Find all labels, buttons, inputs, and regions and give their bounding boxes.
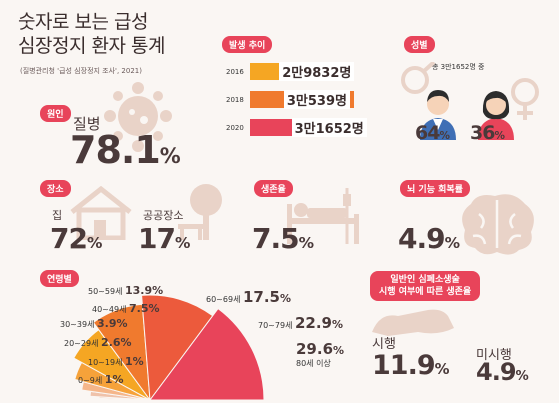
- place-home-percent: 72%: [50, 222, 102, 255]
- brain-label: 뇌 기능 회복률: [400, 180, 470, 197]
- occurrence-row: 2020 3만1652명: [226, 118, 396, 138]
- cpr-done-name: 시행: [372, 337, 396, 352]
- place-home-name: 집: [52, 209, 63, 222]
- place-public-name: 공공장소: [143, 209, 184, 222]
- female-percent: 36%: [470, 122, 505, 144]
- occurrence-row: 2016 2만9832명: [226, 62, 396, 82]
- page-title: 숫자로 보는 급성 심장정지 환자 통계: [18, 11, 165, 57]
- female-person-icon: [478, 91, 514, 140]
- gender-label: 성별: [404, 36, 435, 53]
- hospital-bed-icon: [287, 188, 359, 244]
- tree-bench-icon: [178, 184, 222, 240]
- brain-icon: [462, 194, 534, 255]
- hands-cpr-icon: [372, 309, 454, 336]
- survival-percent: 7.5%: [252, 222, 314, 255]
- male-person-icon: [420, 90, 456, 140]
- male-percent: 64%: [415, 122, 450, 144]
- age-label: 연령별: [40, 270, 79, 287]
- brain-percent: 4.9%: [398, 222, 460, 255]
- occurrence-value: 3만539명: [283, 90, 350, 109]
- virus-icon: [104, 82, 172, 152]
- occurrence-year: 2018: [226, 96, 244, 104]
- age-group-label: 0~9세 1%: [78, 373, 124, 386]
- age-group-label: 40~49세 7.5%: [92, 302, 160, 315]
- occurrence-value: 3만1652명: [291, 118, 367, 137]
- age-group-label: 10~19세 1%: [88, 355, 144, 368]
- age-group-label: 20~29세 2.6%: [64, 336, 132, 349]
- cause-label: 원인: [40, 105, 71, 122]
- cause-percent: 78.1%: [70, 128, 181, 172]
- age-slice: [141, 294, 214, 402]
- age-group-label: 29.6% 80세 이상: [296, 340, 345, 368]
- male-symbol-icon: [401, 66, 429, 94]
- gender-figures: [401, 62, 539, 140]
- female-symbol-icon: [511, 78, 539, 106]
- age-group-label: 30~39세 3.9%: [60, 317, 128, 330]
- cpr-notdone-percent: 4.9%: [476, 358, 529, 386]
- occurrence-value: 2만9832명: [279, 62, 355, 81]
- occurrence-year: 2020: [226, 124, 244, 132]
- occurrence-year: 2016: [226, 68, 244, 76]
- age-group-label: 50~59세 13.9%: [88, 284, 164, 297]
- occurrence-label: 발생 추이: [222, 36, 273, 53]
- gender-note: 총 3만1652명 중: [432, 63, 485, 71]
- house-icon: [70, 186, 132, 240]
- age-group-label: 70~79세 22.9%: [258, 314, 344, 332]
- cpr-done-percent: 11.9%: [372, 350, 449, 381]
- cpr-label: 일반인 심폐소생술 시행 여부에 따른 생존율: [370, 271, 481, 301]
- survival-label: 생존율: [254, 180, 293, 197]
- age-slice: [149, 307, 265, 401]
- age-group-label: 60~69세 17.5%: [206, 288, 292, 306]
- source-note: (질병관리청 '급성 심장정지 조사', 2021): [20, 67, 142, 75]
- place-label: 장소: [40, 180, 71, 197]
- age-fan-chart: [73, 294, 265, 402]
- cpr-notdone-name: 미시행: [476, 348, 512, 363]
- place-public-percent: 17%: [138, 222, 190, 255]
- cause-item: 질병: [73, 115, 101, 133]
- occurrence-row: 2018 3만539명: [226, 90, 396, 110]
